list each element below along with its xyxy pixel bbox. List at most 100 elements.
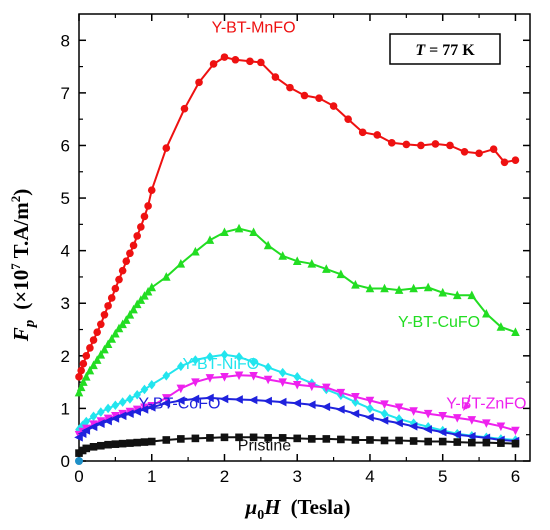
series-y-bt-cofo: Y-BT-CoFO [74, 393, 520, 446]
data-point [286, 83, 294, 92]
data-point [115, 275, 123, 284]
data-point [147, 282, 157, 292]
data-point [190, 394, 200, 404]
data-point [195, 78, 203, 87]
data-point [129, 241, 138, 250]
data-point [81, 426, 91, 435]
data-point [417, 141, 425, 150]
data-point [206, 352, 214, 362]
data-point [132, 407, 141, 416]
series-label: Pristine [238, 437, 291, 454]
data-point [306, 400, 316, 410]
data-point [97, 441, 105, 450]
data-point [482, 419, 491, 428]
data-point [351, 280, 360, 289]
svg-text:T = 77 K: T = 77 K [415, 42, 475, 59]
data-point [365, 413, 374, 422]
data-point [76, 382, 86, 392]
data-point [500, 158, 509, 167]
data-point [104, 302, 112, 310]
data-point [75, 373, 83, 381]
series-label: Y-BT-MnFO [212, 19, 296, 36]
y-tick-label: 1 [61, 399, 70, 418]
data-point [365, 283, 375, 293]
series-label: Y-BT-CoFO [138, 395, 220, 412]
data-point [460, 147, 469, 156]
temperature-annotation: T = 77 K [389, 33, 501, 65]
data-point [177, 435, 185, 443]
data-point [366, 436, 374, 444]
data-point [373, 131, 382, 139]
y-tick-label: 8 [61, 31, 70, 50]
data-point [511, 156, 520, 164]
data-point [264, 362, 272, 373]
data-point [453, 438, 462, 446]
data-point [139, 405, 149, 414]
zn-arrow [463, 394, 471, 411]
data-point [220, 433, 229, 442]
y-tick-label: 2 [61, 347, 70, 366]
data-point [380, 408, 389, 419]
x-tick-label: 2 [220, 467, 229, 486]
plot-area-border [78, 13, 531, 462]
data-point [161, 394, 171, 403]
data-point [126, 439, 134, 447]
y-tick-label: 0 [61, 452, 70, 471]
data-point [277, 397, 287, 407]
data-point [176, 258, 186, 268]
data-point [118, 397, 127, 407]
data-point [111, 400, 120, 411]
series-label: Y-BT-NiFO [182, 356, 259, 373]
data-point [293, 434, 302, 443]
data-point [89, 336, 98, 344]
data-point [366, 403, 374, 414]
data-point [92, 355, 102, 364]
data-point [482, 438, 491, 447]
data-point [121, 315, 131, 324]
data-point [409, 437, 418, 445]
data-point [358, 128, 367, 137]
data-point [438, 287, 448, 297]
data-point [322, 383, 331, 393]
data-point [511, 327, 520, 336]
data-point [147, 379, 156, 390]
data-point [482, 308, 491, 318]
data-point [307, 382, 317, 392]
data-point [96, 349, 106, 359]
data-point [322, 435, 331, 443]
data-point [176, 384, 186, 394]
data-point [234, 371, 244, 381]
data-point [423, 409, 433, 419]
data-point [140, 438, 149, 446]
data-point [300, 91, 309, 100]
data-point [97, 320, 105, 329]
data-point [249, 357, 258, 367]
data-point [423, 425, 432, 434]
data-point [292, 256, 302, 265]
data-point [423, 282, 433, 292]
data-point [257, 58, 265, 67]
data-point [191, 355, 200, 365]
data-point [107, 334, 117, 343]
data-point [111, 284, 120, 293]
data-point [387, 139, 396, 147]
y-tick-label: 7 [61, 84, 70, 103]
data-point [82, 416, 91, 427]
data-point [315, 94, 323, 102]
data-point [85, 365, 95, 375]
data-point [162, 436, 171, 444]
data-point [176, 396, 185, 405]
data-point [409, 283, 418, 293]
data-point [137, 223, 145, 231]
data-point [394, 403, 404, 413]
data-point [446, 141, 454, 150]
y-axis: 0 1 2 3 4 5 6 7 8 [61, 31, 530, 471]
data-point [409, 407, 418, 416]
data-point [278, 434, 287, 442]
x-tick-label: 0 [74, 467, 83, 486]
data-point [82, 352, 91, 360]
data-point [79, 359, 88, 368]
data-point [365, 396, 375, 406]
data-point [489, 145, 498, 153]
data-point [380, 436, 389, 445]
